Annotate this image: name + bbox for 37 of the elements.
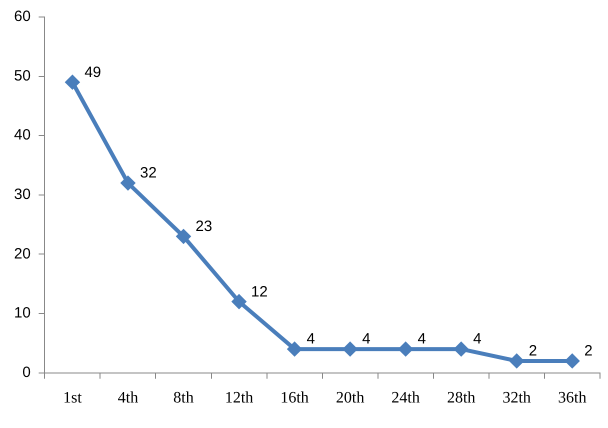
x-tick-label: 36th: [558, 390, 586, 407]
y-tick-label: 40: [14, 126, 31, 144]
y-tick-label: 50: [14, 67, 31, 84]
x-tick-label: 12th: [224, 390, 254, 407]
point: [342, 342, 358, 357]
point: [509, 353, 524, 368]
y-tick-label: 20: [14, 245, 31, 262]
point: [120, 176, 136, 191]
data-label: 23: [196, 218, 212, 236]
point: [454, 342, 469, 357]
data-label: 4: [418, 330, 426, 348]
y-tick-label: 10: [14, 304, 31, 322]
x-tick-label: 28th: [446, 390, 476, 407]
point: [176, 228, 192, 244]
point: [64, 74, 80, 90]
x-tick-label: 1st: [63, 390, 82, 407]
data-label: 4: [473, 330, 482, 348]
data-label: 32: [140, 164, 157, 182]
x-tick-label: 4th: [118, 390, 138, 407]
x-tick-label: 32th: [502, 390, 531, 407]
x-tick-label: 24th: [391, 390, 420, 407]
data-label: 12: [251, 283, 268, 300]
data-label: 2: [584, 342, 593, 360]
x-tick-label: 8th: [173, 390, 194, 407]
x-tick-label: 16th: [280, 390, 309, 407]
data-label: 49: [84, 64, 102, 81]
x-tick-label: 20th: [336, 390, 364, 407]
y-tick-label: 30: [14, 186, 31, 204]
point: [287, 342, 302, 357]
data-label: 4: [306, 330, 315, 348]
point: [564, 353, 580, 368]
y-tick-label: 0: [22, 364, 31, 381]
data-label: 2: [528, 342, 538, 360]
y-tick-label: 60: [14, 8, 31, 26]
point: [398, 342, 414, 357]
data-label: 4: [362, 330, 370, 348]
point: [232, 294, 247, 310]
